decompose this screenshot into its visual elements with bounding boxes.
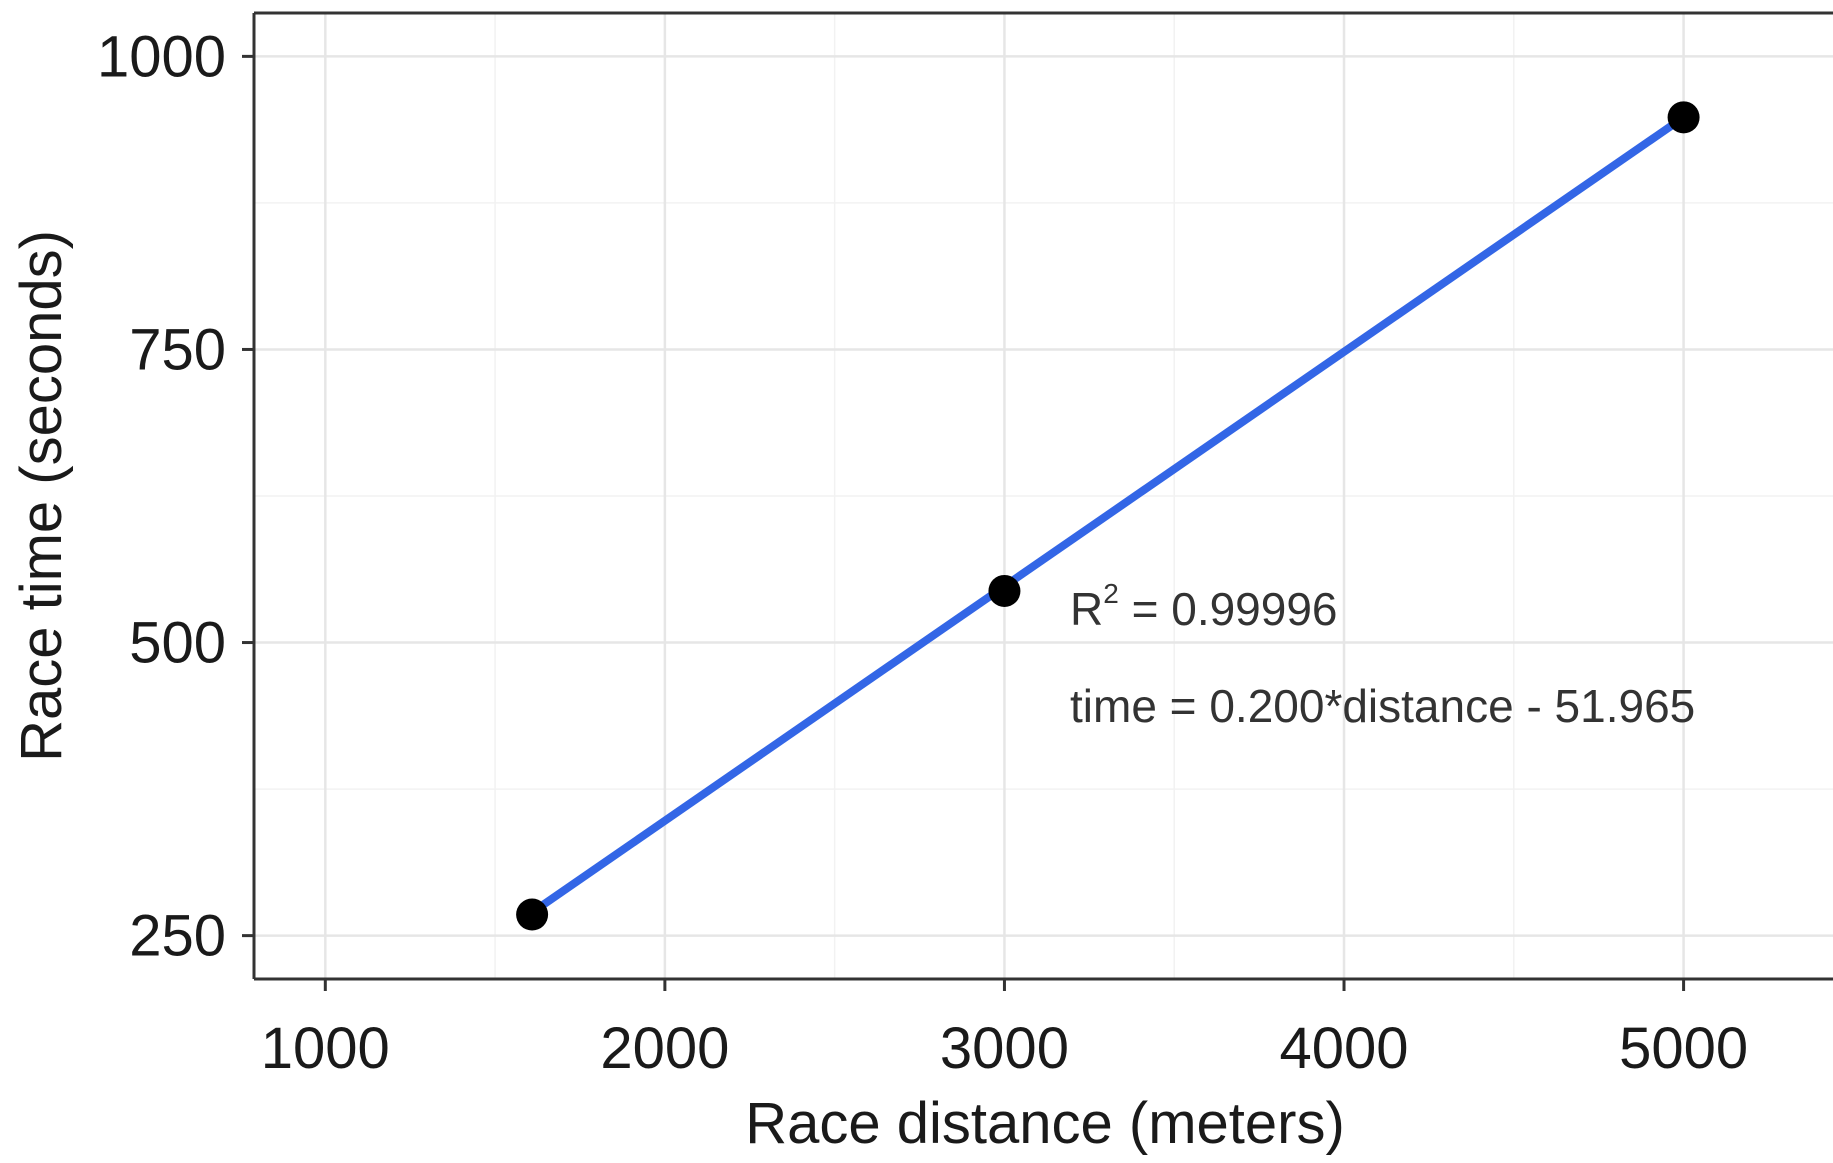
x-tick-label: 4000 [1280,1016,1409,1081]
x-tick-label: 1000 [261,1016,390,1081]
data-points [516,101,1700,931]
data-point [1667,101,1700,134]
r2-value: = 0.99996 [1119,583,1338,635]
y-tick-label: 1000 [97,24,226,89]
y-tick-label: 250 [129,904,226,969]
fit-line [529,114,1686,916]
x-tick-label: 5000 [1619,1016,1748,1081]
fit-line-layer [529,114,1686,916]
x-tick-label: 2000 [600,1016,729,1081]
x-tick-label: 3000 [940,1016,1069,1081]
x-axis-title: Race distance (meters) [745,1091,1345,1156]
r2-prefix: R [1070,583,1103,635]
data-point [516,898,549,931]
y-axis-title: Race time (seconds) [9,230,74,762]
data-point [988,574,1021,607]
y-tick-label: 500 [129,611,226,676]
r2-superscript: 2 [1103,578,1119,609]
equation-annotation: time = 0.200*distance - 51.965 [1070,680,1695,732]
grid-lines [254,13,1833,979]
axis-ticks: 1000 2000 3000 4000 5000 250 500 750 1000 [97,24,1748,1081]
y-tick-label: 750 [129,317,226,382]
r2-annotation: R2 = 0.99996 [1070,578,1338,635]
